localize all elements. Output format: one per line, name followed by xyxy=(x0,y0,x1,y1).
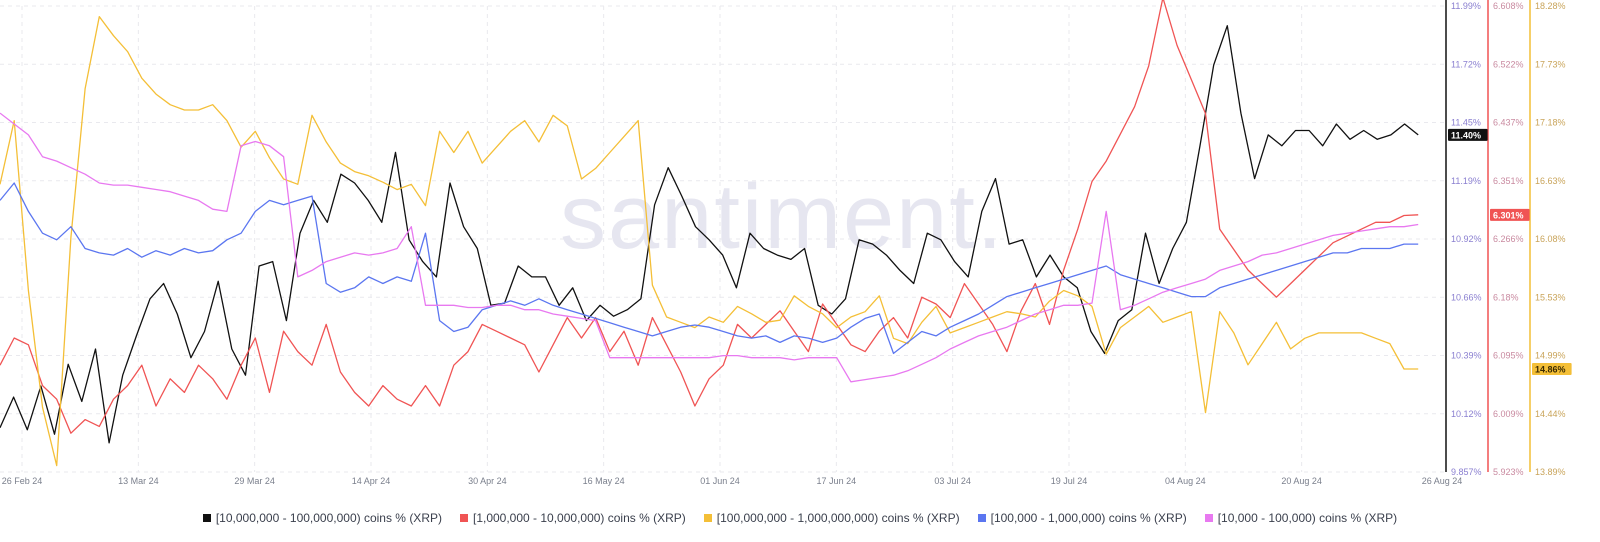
y-tick-label: 6.522% xyxy=(1493,59,1524,69)
series-line xyxy=(0,112,1419,383)
y-tick-label: 14.44% xyxy=(1535,409,1566,419)
x-tick-label: 30 Apr 24 xyxy=(468,476,507,486)
current-value-tag xyxy=(1532,363,1572,376)
x-axis: 26 Feb 24 13 Mar 24 29 Mar 24 14 Apr 24 30 A… xyxy=(2,476,1463,486)
y-tick-label: 13.89% xyxy=(1535,467,1566,477)
legend-label: [100,000,000 - 1,000,000,000) coins % (X… xyxy=(716,511,960,525)
legend-item[interactable]: [1,000,000 - 10,000,000) coins % (XRP) xyxy=(459,511,686,525)
y-tick-label: 17.18% xyxy=(1535,118,1566,128)
y-tick-label: 6.608% xyxy=(1493,1,1524,11)
legend-swatch xyxy=(459,514,468,522)
x-tick-label: 29 Mar 24 xyxy=(234,476,275,486)
y-tick-label: 16.08% xyxy=(1535,234,1566,244)
legend-swatch xyxy=(202,514,211,522)
current-value-label: 14.86% xyxy=(1535,365,1566,375)
x-tick-label: 26 Aug 24 xyxy=(1422,476,1463,486)
current-value-tag xyxy=(1490,208,1530,221)
y-tick-label: 6.351% xyxy=(1493,176,1524,186)
y-tick-label: 10.39% xyxy=(1451,351,1482,361)
y-tick-label: 6.095% xyxy=(1493,351,1524,361)
y-tick-label: 17.73% xyxy=(1535,59,1566,69)
y-tick-label: 11.45% xyxy=(1451,118,1481,128)
legend-item[interactable]: [100,000 - 1,000,000) coins % (XRP) xyxy=(977,511,1187,525)
series-line xyxy=(0,15,1419,467)
legend-swatch xyxy=(1204,514,1213,522)
x-tick-label: 04 Aug 24 xyxy=(1165,476,1206,486)
grid xyxy=(0,5,1444,473)
chart-canvas: santiment. 26 Feb 24 13 Mar 24 29 Mar 24 14… xyxy=(0,0,1572,486)
x-tick-label: 14 Apr 24 xyxy=(352,476,391,486)
series-line xyxy=(0,25,1419,444)
x-tick-label: 13 Mar 24 xyxy=(118,476,159,486)
y-tick-label: 15.53% xyxy=(1535,292,1566,302)
current-value-label: 6.301% xyxy=(1493,210,1524,220)
y-tick-label: 10.66% xyxy=(1451,292,1482,302)
current-value-tag xyxy=(1448,128,1488,141)
y-tick-label: 11.72% xyxy=(1451,59,1481,69)
current-value-label: 11.40% xyxy=(1451,130,1481,140)
series-line xyxy=(0,182,1419,355)
series-line xyxy=(0,0,1419,434)
x-tick-label: 17 Jun 24 xyxy=(817,476,857,486)
legend-swatch xyxy=(703,514,712,522)
y-tick-label: 11.99% xyxy=(1451,1,1481,11)
y-axes: 11.99% 11.72% 11.45% 11.19% 10.92% 10.66% 10.3… xyxy=(1445,0,1572,477)
y-tick-label: 6.009% xyxy=(1493,409,1524,419)
x-tick-label: 26 Feb 24 xyxy=(2,476,43,486)
y-tick-label: 5.923% xyxy=(1493,467,1524,477)
legend-label: [10,000 - 100,000) coins % (XRP) xyxy=(1217,511,1398,525)
x-tick-label: 19 Jul 24 xyxy=(1051,476,1088,486)
y-tick-label: 6.437% xyxy=(1493,118,1524,128)
y-tick-label: 14.99% xyxy=(1535,351,1566,361)
y-tick-label: 9.857% xyxy=(1451,467,1482,477)
x-tick-label: 03 Jul 24 xyxy=(934,476,971,486)
legend-item[interactable]: [10,000,000 - 100,000,000) coins % (XRP) xyxy=(202,511,442,525)
y-tick-label: 10.12% xyxy=(1451,409,1482,419)
x-tick-label: 16 May 24 xyxy=(583,476,625,486)
y-tick-label: 6.266% xyxy=(1493,234,1524,244)
watermark: santiment. xyxy=(560,166,1004,268)
y-tick-label: 18.28% xyxy=(1535,1,1566,11)
legend-swatch xyxy=(977,514,986,522)
y-tick-label: 16.63% xyxy=(1535,176,1566,186)
x-tick-label: 01 Jun 24 xyxy=(700,476,740,486)
y-tick-label: 10.92% xyxy=(1451,234,1482,244)
legend-item[interactable]: [100,000,000 - 1,000,000,000) coins % (X… xyxy=(703,511,960,525)
legend-label: [100,000 - 1,000,000) coins % (XRP) xyxy=(990,511,1187,525)
y-tick-label: 11.19% xyxy=(1451,176,1481,186)
x-tick-label: 20 Aug 24 xyxy=(1281,476,1322,486)
legend-label: [1,000,000 - 10,000,000) coins % (XRP) xyxy=(472,511,686,525)
legend-label: [10,000,000 - 100,000,000) coins % (XRP) xyxy=(215,511,442,525)
legend-item[interactable]: [10,000 - 100,000) coins % (XRP) xyxy=(1204,511,1398,525)
legend: [10,000,000 - 100,000,000) coins % (XRP)… xyxy=(0,511,1600,525)
y-tick-label: 6.18% xyxy=(1493,292,1519,302)
series-lines xyxy=(0,0,1419,467)
